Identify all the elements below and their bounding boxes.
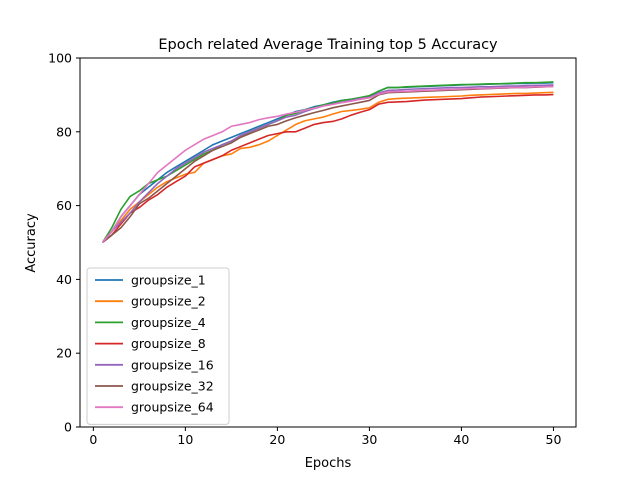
y-tick-label: 100: [48, 51, 72, 66]
y-axis-label: Accuracy: [24, 213, 39, 273]
x-tick-label: 20: [269, 432, 285, 447]
y-tick-label: 0: [64, 420, 72, 435]
y-tick-label: 80: [56, 124, 72, 139]
series-line-groupsize-64: [101, 85, 554, 244]
axis-ticks: 0 10 20 30 40 50 0 20 40 60 80 100: [48, 51, 561, 448]
legend-label: groupsize_8: [131, 336, 206, 351]
legend-label: groupsize_16: [131, 357, 214, 372]
x-tick-label: 0: [89, 432, 97, 447]
x-tick-label: 40: [453, 432, 469, 447]
x-tick-label: 50: [546, 432, 562, 447]
series-line-groupsize-32: [102, 85, 554, 244]
legend-label: groupsize_1: [131, 273, 206, 288]
y-tick-label: 60: [56, 198, 72, 213]
x-tick-label: 30: [361, 432, 377, 447]
x-axis-label: Epochs: [305, 456, 352, 471]
series-lines: [101, 81, 554, 244]
legend-label: groupsize_2: [131, 294, 206, 309]
y-tick-label: 20: [56, 346, 72, 361]
legend-label: groupsize_64: [131, 400, 214, 415]
chart-title: Epoch related Average Training top 5 Acc…: [158, 37, 498, 53]
series-line-groupsize-2: [101, 91, 554, 244]
y-tick-label: 40: [56, 272, 72, 287]
legend-label: groupsize_4: [131, 315, 206, 330]
series-line-groupsize-4: [101, 81, 554, 243]
plot-area-frame: [79, 57, 577, 428]
x-tick-label: 10: [177, 432, 193, 447]
series-line-groupsize-8: [102, 93, 554, 244]
legend-label: groupsize_32: [131, 379, 214, 394]
legend: groupsize_1 groupsize_2 groupsize_4groupsi…: [86, 267, 230, 425]
